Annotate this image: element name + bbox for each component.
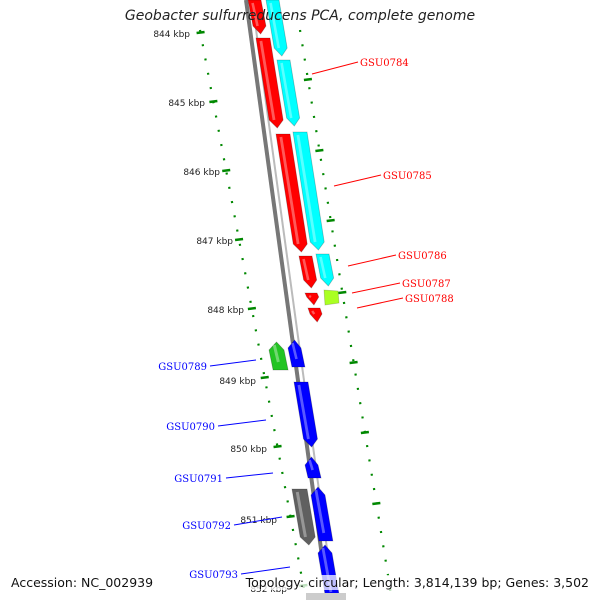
gene-feature-gsu0786: [298, 255, 318, 289]
gene-feature-gsu0785: [275, 133, 308, 253]
tick-label: 847 kbp: [196, 237, 233, 247]
gene-leader-gsu0791: [225, 472, 274, 479]
tick-label: 844 kbp: [153, 30, 190, 40]
tick-label: 852 kbp: [250, 585, 287, 595]
cyan-feature-4: [315, 253, 335, 287]
gene-leader-gsu0793: [240, 566, 291, 575]
gene-leader-gsu0785: [333, 174, 382, 187]
gene-label-gsu0785: GSU0785: [383, 171, 432, 182]
gene-leader-gsu0792: [233, 516, 283, 526]
gene-feature-gsu0791-highlight: [308, 459, 314, 471]
tick-mark-right-5: [349, 360, 358, 365]
tick-mark-5: [247, 306, 257, 311]
gene-feature-gsu0784-highlight: [259, 40, 276, 121]
genome-summary-text: Topology: circular; Length: 3,814,139 bp…: [243, 575, 591, 590]
gene-feature-gsu0784: [255, 37, 284, 129]
tick-mark-right-4: [338, 290, 347, 295]
tick-mark-6: [260, 375, 269, 380]
gene-label-gsu0786: GSU0786: [398, 251, 447, 262]
tick-mark-3: [222, 168, 231, 173]
gene-feature-gsu0787: [304, 292, 320, 306]
gray-feature-highlight: [295, 491, 307, 538]
tick-mark-1: [196, 30, 205, 35]
tick-mark-4: [234, 237, 244, 242]
tick-mark-7: [273, 444, 282, 449]
gene-feature-gsu0785-highlight: [279, 136, 300, 245]
gene-label-gsu0790: GSU0790: [166, 422, 215, 433]
cyan-feature-3-highlight: [296, 134, 317, 243]
cyan-feature-2-highlight: [280, 62, 293, 119]
gene-feature-gsu0786-highlight: [302, 258, 310, 281]
tick-mark-8: [286, 514, 295, 519]
gene-feature-gsu0792: [310, 486, 334, 542]
gene-feature-gsu0791: [304, 456, 322, 479]
accession-text: Accession: NC_002939: [9, 575, 156, 590]
gene-label-gsu0793: GSU0793: [189, 570, 238, 581]
gene-feature-gsu0790: [293, 381, 318, 448]
gene-leader-gsu0790: [217, 419, 267, 427]
gene-feature-gsu0790-highlight: [297, 384, 310, 440]
gene-label-gsu0788: GSU0788: [405, 294, 454, 305]
gene-label-gsu0789: GSU0789: [158, 362, 207, 373]
gene-leader-gsu0786: [347, 254, 397, 267]
gene-feature-gsu0787-highlight: [308, 294, 312, 299]
bottom-feature-stub: [306, 593, 346, 601]
gene-feature-gsu0784-part: [247, 0, 267, 35]
tick-mark-right-2: [315, 148, 324, 153]
gene-label-gsu0791: GSU0791: [174, 474, 223, 485]
lime-feature: [323, 289, 340, 306]
tick-label: 848 kbp: [207, 306, 244, 316]
tick-mark-2: [209, 99, 218, 104]
cyan-feature-4-highlight: [319, 256, 327, 279]
gene-feature-gsu0788: [307, 307, 323, 323]
tick-label: 846 kbp: [183, 168, 220, 178]
tick-mark-right-7: [372, 501, 381, 506]
gray-feature: [291, 488, 316, 546]
tick-mark-right-1: [303, 77, 313, 82]
tick-label: 849 kbp: [219, 377, 256, 387]
cyan-feature-1-highlight: [269, 2, 281, 49]
tick-label: 845 kbp: [168, 99, 205, 109]
tick-label: 850 kbp: [230, 445, 267, 455]
cyan-feature-3: [292, 131, 325, 251]
gene-leader-gsu0784: [311, 61, 359, 75]
map-title: Geobacter sulfurreducens PCA, complete g…: [124, 8, 476, 24]
green-feature: [268, 341, 289, 371]
gene-label-gsu0792: GSU0792: [182, 521, 231, 532]
gene-feature-gsu0793: [317, 544, 341, 601]
gene-label-gsu0787: GSU0787: [402, 279, 451, 290]
gene-label-gsu0784: GSU0784: [360, 58, 409, 69]
gene-feature-gsu0789: [287, 339, 306, 368]
gene-leader-gsu0788: [356, 297, 404, 309]
gene-leader-gsu0789: [209, 359, 257, 367]
cyan-feature-1: [265, 0, 288, 57]
tick-mark-right-3: [326, 218, 335, 223]
tick-mark-right-6: [360, 430, 370, 435]
gene-feature-gsu0788-highlight: [311, 310, 316, 315]
cyan-feature-2: [276, 59, 301, 127]
gene-feature-gsu0789-highlight: [291, 342, 298, 360]
gene-feature-gsu0784-part-highlight: [251, 2, 259, 27]
gene-leader-gsu0787: [351, 282, 401, 294]
gene-feature-gsu0792-highlight: [314, 489, 326, 534]
green-feature-highlight: [272, 344, 280, 363]
